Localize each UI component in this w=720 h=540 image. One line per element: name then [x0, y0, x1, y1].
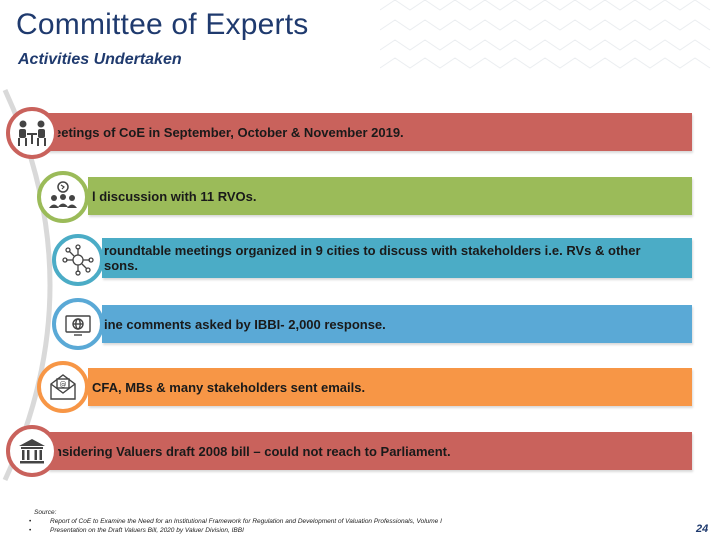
header: Committee of Experts Activities Undertak…: [0, 0, 720, 75]
activity-band-4: ine comments asked by IBBI- 2,000 respon…: [102, 305, 692, 343]
activity-text-2: l discussion with 11 RVOs.: [92, 188, 257, 204]
activity-band-2: l discussion with 11 RVOs.: [88, 177, 692, 215]
activity-circle-4: [52, 298, 104, 350]
activity-circle-5: @: [37, 361, 89, 413]
activity-text-6: nsidering Valuers draft 2008 bill – coul…: [54, 443, 451, 459]
activity-circle-2: [37, 171, 89, 223]
source-item-1: Report of CoE to Examine the Need for an…: [29, 517, 442, 526]
meeting-icon: [18, 120, 46, 146]
online-globe-icon: [65, 315, 91, 336]
activity-text-3-cont: sons.: [104, 258, 138, 273]
activity-text-3: roundtable meetings organized in 9 citie…: [104, 243, 641, 258]
activity-text-3-wrapper: roundtable meetings organized in 9 citie…: [104, 243, 641, 273]
group-discussion-icon: [49, 181, 77, 208]
source-note: Source: Report of CoE to Examine the Nee…: [29, 508, 442, 535]
network-icon: [62, 244, 94, 276]
activity-text-5: CFA, MBs & many stakeholders sent emails…: [92, 379, 366, 395]
page-title: Committee of Experts: [16, 8, 309, 41]
activity-circle-3: [52, 234, 104, 286]
activity-circle-6: [6, 425, 58, 477]
activity-text-4: ine comments asked by IBBI- 2,000 respon…: [104, 316, 386, 332]
email-icon: @: [50, 374, 76, 400]
page-number: 24: [696, 523, 709, 535]
svg-text:@: @: [60, 381, 67, 389]
activity-band-6: nsidering Valuers draft 2008 bill – coul…: [48, 432, 692, 470]
activity-band-3: roundtable meetings organized in 9 citie…: [102, 238, 692, 278]
activity-circle-1: [6, 107, 58, 159]
page-subtitle: Activities Undertaken: [18, 51, 182, 68]
activity-band-5: CFA, MBs & many stakeholders sent emails…: [88, 368, 692, 406]
header-pattern: [380, 0, 711, 69]
activity-band-1: eetings of CoE in September, October & N…: [48, 113, 692, 151]
parliament-icon: [19, 439, 45, 464]
activity-text-1: eetings of CoE in September, October & N…: [54, 124, 404, 140]
source-item-2: Presentation on the Draft Valuers Bill, …: [29, 526, 442, 535]
source-label: Source:: [34, 509, 57, 516]
